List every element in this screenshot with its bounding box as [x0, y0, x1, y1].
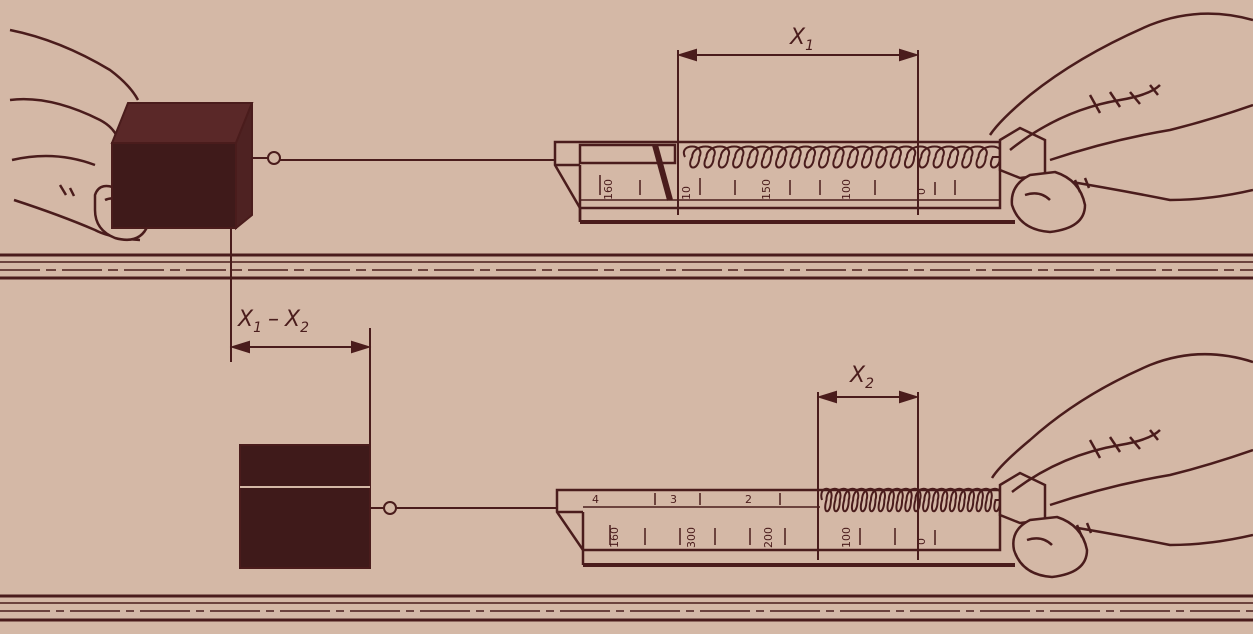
- label-x2: X2: [849, 363, 874, 392]
- dimension-x1: [676, 48, 920, 215]
- scale-end-plate-bottom: [998, 471, 1047, 525]
- scale-label-top-4: 0: [915, 188, 928, 195]
- table-surface-top: [0, 253, 1253, 280]
- dimension-x1-minus-x2: [229, 340, 372, 354]
- scale-label-top-3: 100: [840, 179, 853, 200]
- scale-label-bottom-1: 300: [685, 527, 698, 548]
- table-surface-bottom: [0, 594, 1253, 622]
- spring-bottom-compressed: [820, 487, 1002, 513]
- scale-label-bottom-upper-2: 2: [745, 493, 752, 506]
- spring-top-extended: [682, 145, 1003, 169]
- scale-label-top-0: 160: [602, 179, 615, 200]
- scale-labels-top: 160 10 150 100 0: [602, 179, 928, 200]
- scale-labels-bottom: 160 300 200 100 0 4 3 2: [592, 493, 928, 548]
- label-x1-minus-x2: X1– X2: [237, 307, 309, 336]
- spring-scale-bottom: [555, 488, 1015, 567]
- scale-label-top-1: 10: [680, 186, 693, 200]
- right-hand-bottom: [990, 352, 1253, 579]
- scale-label-bottom-4: 0: [915, 538, 928, 545]
- scale-ticks-bottom: [609, 493, 936, 545]
- spring-scale-top: [553, 140, 1015, 224]
- wooden-block-bottom: [239, 444, 371, 569]
- scale-label-bottom-upper-0: 4: [592, 493, 599, 506]
- wooden-block-top: [110, 102, 254, 231]
- scale-label-top-2: 150: [760, 179, 773, 200]
- scale-label-bottom-0: 160: [608, 527, 621, 548]
- scale-label-bottom-3: 100: [840, 527, 853, 548]
- scale-end-plate-top: [998, 126, 1047, 180]
- scale-ticks-top: [599, 175, 956, 195]
- scale-label-bottom-2: 200: [762, 527, 775, 548]
- dimension-x2: [816, 390, 920, 560]
- scale-label-bottom-upper-1: 3: [670, 493, 677, 506]
- right-hand-top: [988, 12, 1253, 234]
- label-x1: X1: [789, 25, 814, 54]
